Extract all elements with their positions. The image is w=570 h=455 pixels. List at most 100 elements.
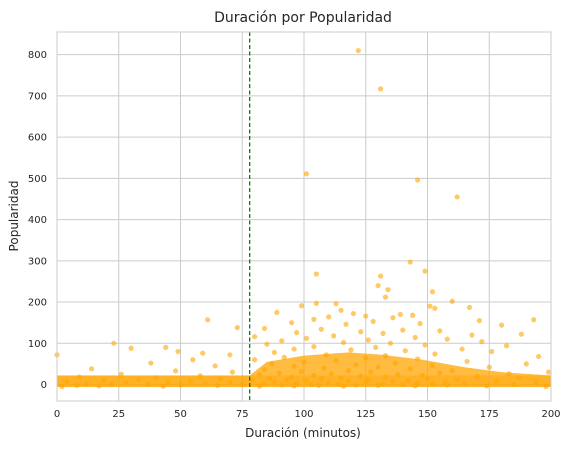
scatter-point — [400, 381, 406, 388]
scatter-point — [172, 368, 179, 374]
scatter-point — [328, 371, 334, 377]
scatter-point — [353, 362, 359, 368]
scatter-point — [340, 339, 347, 346]
scatter-point — [153, 375, 159, 381]
scatter-point — [382, 374, 389, 380]
scatter-point — [358, 329, 364, 335]
scatter-point — [407, 259, 413, 265]
scatter-point — [353, 382, 359, 388]
scatter-point — [506, 371, 512, 377]
scatter-point — [373, 344, 379, 351]
x-tick-label: 75 — [236, 409, 249, 420]
scatter-point — [444, 382, 450, 388]
scatter-point — [200, 350, 206, 356]
scatter-point — [301, 359, 307, 365]
scatter-point — [395, 372, 401, 378]
scatter-point — [363, 379, 369, 386]
scatter-point — [417, 320, 423, 327]
scatter-point — [96, 383, 102, 389]
scatter-point — [432, 351, 438, 357]
scatter-point — [454, 376, 460, 383]
scatter-point — [266, 375, 273, 381]
scatter-point — [311, 372, 317, 379]
scatter-point — [397, 311, 403, 318]
scatter-point — [284, 377, 290, 383]
scatter-point — [108, 381, 114, 388]
scatter-point — [449, 298, 455, 304]
scatter-point — [308, 381, 315, 388]
scatter-point — [400, 327, 406, 333]
scatter-point — [377, 86, 384, 92]
scatter-point — [390, 315, 396, 321]
scatter-point — [476, 318, 482, 324]
scatter-point — [88, 366, 95, 372]
scatter-point — [202, 380, 208, 386]
scatter-point — [449, 367, 455, 374]
scatter-point — [331, 333, 337, 339]
scatter-point — [111, 340, 117, 346]
scatter-point — [271, 379, 277, 385]
scatter-point — [187, 378, 193, 384]
y-tick-label: 500 — [28, 174, 47, 185]
scatter-point — [355, 47, 361, 54]
scatter-point — [84, 381, 90, 387]
scatter-point — [256, 372, 263, 378]
scatter-point — [227, 352, 233, 358]
scatter-point — [345, 367, 352, 374]
scatter-point — [303, 171, 310, 177]
scatter-point — [326, 380, 332, 386]
scatter-point — [177, 382, 184, 388]
scatter-point — [318, 376, 324, 382]
x-tick-labels: 0 25 50 75 100 125 150 175 200 — [54, 409, 561, 420]
scatter-point — [350, 310, 356, 317]
scatter-point — [377, 273, 384, 279]
scatter-point — [415, 356, 421, 362]
scatter-point — [205, 317, 211, 323]
scatter-point — [422, 268, 428, 274]
scatter-point — [545, 369, 552, 375]
scatter-point — [432, 305, 438, 311]
scatter-point — [531, 317, 537, 323]
y-tick-label: 600 — [28, 133, 47, 144]
scatter-point — [402, 348, 408, 354]
scatter-point — [429, 381, 436, 387]
scatter-point — [459, 346, 465, 352]
x-tick-label: 125 — [356, 409, 375, 420]
scatter-point — [385, 287, 391, 293]
scatter-point — [59, 383, 65, 390]
scatter-point — [274, 309, 280, 315]
scatter-point — [145, 381, 151, 387]
scatter-point — [190, 357, 196, 363]
scatter-points — [54, 47, 552, 390]
scatter-point — [313, 300, 319, 306]
scatter-point — [123, 380, 129, 386]
scatter-point — [429, 289, 436, 295]
scatter-point — [298, 303, 305, 309]
scatter-point — [405, 377, 411, 383]
scatter-point — [335, 381, 342, 387]
scatter-point — [279, 382, 285, 388]
scatter-point — [518, 331, 524, 337]
scatter-point — [313, 271, 319, 277]
scatter-point — [101, 377, 107, 383]
x-tick-label: 175 — [480, 409, 499, 420]
scatter-point — [291, 363, 297, 369]
scatter-point — [276, 370, 282, 376]
scatter-point — [214, 382, 221, 388]
x-axis-title: Duración (minutos) — [245, 426, 361, 440]
scatter-point — [311, 343, 317, 350]
scatter-point — [419, 372, 426, 379]
scatter-point — [444, 336, 450, 342]
scatter-point — [234, 325, 240, 331]
scatter-point — [291, 346, 297, 352]
scatter-point — [289, 320, 295, 326]
scatter-point — [229, 369, 235, 375]
scatter-point — [427, 303, 433, 309]
scatter-point — [118, 371, 124, 377]
scatter-point — [365, 337, 371, 343]
scatter-point — [454, 194, 460, 200]
scatter-point — [363, 355, 369, 361]
scatter-point — [128, 345, 134, 351]
scatter-point — [382, 353, 389, 359]
scatter-point — [163, 344, 169, 351]
